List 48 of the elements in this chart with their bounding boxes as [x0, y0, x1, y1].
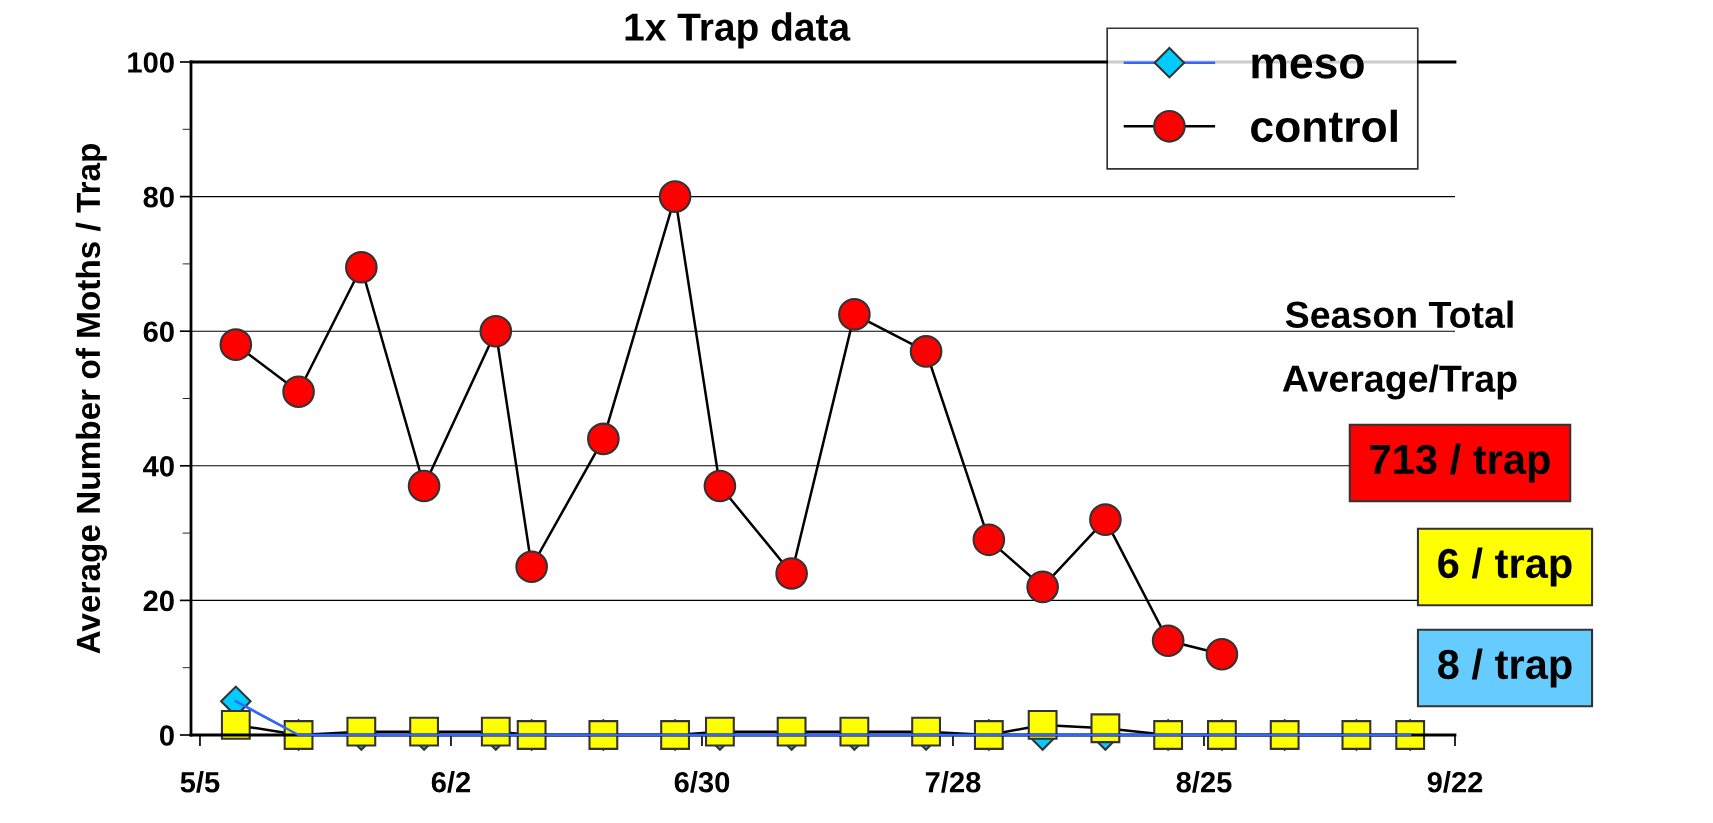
x-tick-label: 6/2 [431, 771, 471, 793]
point [515, 550, 548, 584]
point [1027, 709, 1058, 740]
annotation: 8 / trap [1438, 648, 1572, 688]
x-tick-label: 7/28 [925, 771, 981, 793]
point [479, 314, 513, 348]
legend-label: control [1251, 109, 1397, 143]
annotation: 6 / trap [1438, 547, 1572, 587]
point [839, 716, 870, 747]
y-tick-label: 20 [143, 590, 174, 612]
x-tick-label: 8/25 [1176, 771, 1232, 793]
point [345, 250, 378, 284]
point [775, 557, 808, 590]
point [480, 716, 511, 747]
point [776, 716, 807, 747]
point [1151, 624, 1185, 658]
y-tick-label: 0 [159, 725, 174, 746]
point [1090, 713, 1121, 744]
point [219, 328, 253, 361]
annotation: Season Total [1285, 300, 1513, 329]
y-tick-label: 100 [128, 52, 174, 73]
point [704, 716, 735, 747]
point [409, 716, 440, 747]
y-tick-label: 40 [143, 456, 174, 477]
point [658, 180, 692, 213]
point [1026, 570, 1059, 604]
annotation: 713 / trap [1370, 443, 1550, 483]
y-tick-label: 80 [143, 186, 174, 208]
point [1089, 503, 1122, 536]
y-tick-label: 60 [143, 321, 174, 343]
x-tick-label: 9/22 [1427, 771, 1483, 793]
x-tick-label: 6/30 [674, 771, 730, 793]
annotation: Average/Trap [1282, 364, 1517, 400]
point [587, 422, 620, 456]
point [911, 716, 942, 747]
point [407, 469, 441, 503]
point [1205, 637, 1239, 671]
point [972, 523, 1006, 557]
legend-label: meso [1252, 54, 1364, 79]
point [282, 375, 315, 409]
point [220, 709, 251, 740]
point [703, 469, 737, 503]
point [909, 335, 943, 368]
point [838, 298, 871, 331]
y-axis-title: Average Number of Moths / Trap [75, 143, 107, 654]
chart-title: 1x Trap data [625, 12, 851, 49]
x-tick-label: 5/5 [180, 771, 220, 793]
point [346, 716, 377, 747]
